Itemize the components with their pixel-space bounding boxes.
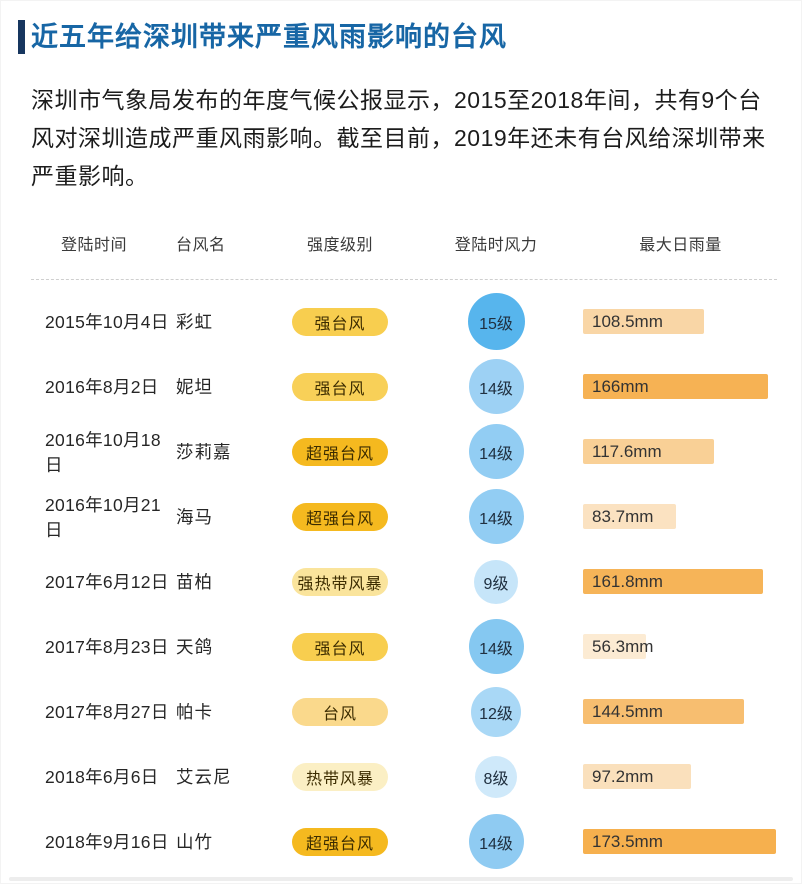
landing-date: 2016年10月21日	[45, 494, 161, 540]
intensity-badge: 超强台风	[292, 502, 388, 531]
rainfall-bar: 97.2mm	[583, 764, 691, 789]
intensity-badge: 强热带风暴	[292, 567, 388, 596]
table-header-row: 登陆时间 台风名 强度级别 登陆时风力 最大日雨量	[31, 231, 777, 280]
intensity-badge: 热带风暴	[292, 762, 388, 791]
table-row: 2016年10月18日 莎莉嘉 超强台风 14级 117.6mm	[45, 419, 777, 484]
intensity-badge: 强台风	[292, 307, 388, 336]
typhoon-name: 海马	[176, 507, 213, 527]
column-header-landing-date: 登陆时间	[61, 237, 128, 254]
wind-force-circle: 14级	[468, 424, 524, 479]
table-row: 2018年9月16日 山竹 超强台风 14级 173.5mm	[45, 809, 777, 874]
column-header-typhoon-name: 台风名	[176, 237, 226, 254]
intensity-badge: 台风	[292, 697, 388, 726]
table-row: 2015年10月4日 彩虹 强台风 15级 108.5mm	[45, 289, 777, 354]
rainfall-bar: 83.7mm	[583, 504, 676, 529]
wind-force-circle: 14级	[468, 489, 524, 544]
bottom-edge-strip	[9, 877, 793, 881]
wind-force-circle: 9级	[474, 559, 518, 604]
wind-force-circle: 14级	[468, 814, 524, 869]
rainfall-bar: 56.3mm	[583, 634, 653, 659]
intensity-badge: 超强台风	[292, 437, 388, 466]
landing-date: 2017年8月27日	[45, 702, 169, 722]
landing-date: 2018年9月16日	[45, 832, 169, 852]
landing-date: 2015年10月4日	[45, 312, 169, 332]
table-row: 2017年6月12日 苗柏 强热带风暴 9级 161.8mm	[45, 549, 777, 614]
landing-date: 2016年10月18日	[45, 429, 161, 475]
title-accent-bar	[18, 20, 25, 54]
wind-force-circle: 14级	[468, 359, 524, 414]
intensity-badge: 强台风	[292, 372, 388, 401]
table-row: 2018年6月6日 艾云尼 热带风暴 8级 97.2mm	[45, 744, 777, 809]
typhoon-name: 彩虹	[176, 312, 213, 332]
landing-date: 2016年8月2日	[45, 377, 159, 397]
rainfall-bar: 108.5mm	[583, 309, 704, 334]
table-row: 2016年10月21日 海马 超强台风 14级 83.7mm	[45, 484, 777, 549]
typhoon-name: 苗柏	[176, 572, 213, 592]
table-row: 2017年8月27日 帕卡 台风 12级 144.5mm	[45, 679, 777, 744]
rainfall-bar: 173.5mm	[583, 829, 776, 854]
typhoon-table: 登陆时间 台风名 强度级别 登陆时风力 最大日雨量 2015年10月4日 彩虹 …	[31, 231, 777, 874]
intro-paragraph: 深圳市气象局发布的年度气候公报显示，2015至2018年间，共有9个台风对深圳造…	[31, 87, 766, 189]
wind-force-circle: 12级	[471, 686, 521, 737]
wind-force-circle: 8级	[475, 755, 517, 798]
table-row: 2016年8月2日 妮坦 强台风 14级 166mm	[45, 354, 777, 419]
column-header-max-daily-rain: 最大日雨量	[583, 231, 778, 255]
landing-date: 2017年6月12日	[45, 572, 169, 592]
intensity-badge: 强台风	[292, 632, 388, 661]
typhoon-name: 莎莉嘉	[176, 442, 232, 462]
landing-date: 2017年8月23日	[45, 637, 169, 657]
column-header-max-daily-rain-label: 最大日雨量	[639, 237, 722, 254]
page-header: 近五年给深圳带来严重风雨影响的台风	[18, 19, 777, 55]
rainfall-bar: 144.5mm	[583, 699, 744, 724]
typhoon-name: 妮坦	[176, 377, 213, 397]
column-header-wind-force: 登陆时风力	[454, 237, 538, 254]
wind-force-circle: 15级	[467, 293, 525, 350]
intensity-badge: 超强台风	[292, 827, 388, 856]
rainfall-bar: 117.6mm	[583, 439, 714, 464]
column-header-intensity: 强度级别	[306, 237, 373, 254]
table-row: 2017年8月23日 天鸽 强台风 14级 56.3mm	[45, 614, 777, 679]
typhoon-name: 艾云尼	[176, 767, 232, 787]
typhoon-name: 天鸽	[176, 637, 213, 657]
rainfall-bar: 161.8mm	[583, 569, 763, 594]
wind-force-circle: 14级	[468, 619, 524, 674]
landing-date: 2018年6月6日	[45, 767, 159, 787]
page-title: 近五年给深圳带来严重风雨影响的台风	[31, 22, 507, 52]
typhoon-name: 帕卡	[176, 702, 213, 722]
table-body: 2015年10月4日 彩虹 强台风 15级 108.5mm 2016年8月2日 …	[31, 289, 777, 874]
typhoon-name: 山竹	[176, 832, 213, 852]
rainfall-bar: 166mm	[583, 374, 768, 399]
